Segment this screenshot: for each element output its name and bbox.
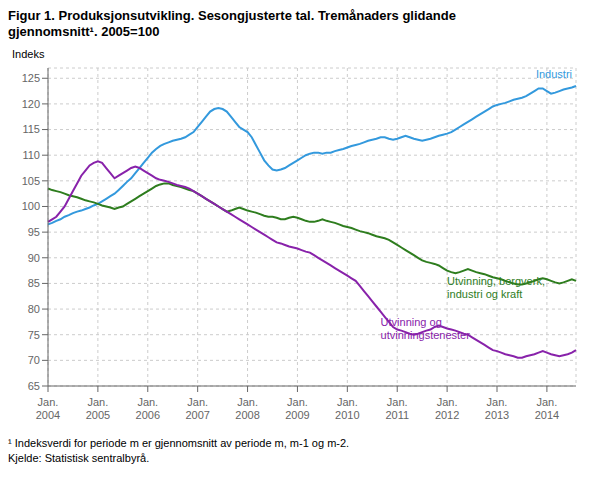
svg-text:Jan.2012: Jan.2012 <box>435 396 459 421</box>
svg-text:Jan.2011: Jan.2011 <box>385 396 409 421</box>
svg-text:Jan.2004: Jan.2004 <box>36 396 60 421</box>
svg-text:85: 85 <box>28 277 40 289</box>
svg-text:120: 120 <box>22 98 40 110</box>
svg-text:Jan.2008: Jan.2008 <box>235 396 259 421</box>
html-text:gjennomsnitt¹. 2005=100: gjennomsnitt¹. 2005=100 <box>8 24 160 39</box>
svg-text:100: 100 <box>22 200 40 212</box>
svg-text:Jan.2007: Jan.2007 <box>185 396 209 421</box>
svg-text:75: 75 <box>28 329 40 341</box>
html-text:Figur 1. Produksjonsutvikling.: Figur 1. Produksjonsutvikling. Sesongjus… <box>8 8 456 23</box>
svg-text:Jan.2014: Jan.2014 <box>535 396 559 421</box>
svg-text:Jan.2010: Jan.2010 <box>335 396 359 421</box>
html-text:Indeks: Indeks <box>12 48 45 60</box>
svg-text:Industri: Industri <box>536 68 572 80</box>
html-text:¹ Indeksverdi for periode m er: ¹ Indeksverdi for periode m er gjennomsn… <box>8 437 350 449</box>
svg-text:115: 115 <box>22 123 40 135</box>
svg-text:Jan.2009: Jan.2009 <box>285 396 309 421</box>
html-text:Kjelde: Statistisk sentralbyrå: Kjelde: Statistisk sentralbyrå. <box>8 452 150 464</box>
svg-text:Jan.2006: Jan.2006 <box>136 396 160 421</box>
svg-text:Jan.2005: Jan.2005 <box>86 396 110 421</box>
svg-text:105: 105 <box>22 175 40 187</box>
svg-text:80: 80 <box>28 303 40 315</box>
svg-text:65: 65 <box>28 380 40 392</box>
svg-text:Jan.2013: Jan.2013 <box>485 396 509 421</box>
svg-text:90: 90 <box>28 252 40 264</box>
svg-text:Utvinning, bergverk,industri o: Utvinning, bergverk,industri og kraft <box>447 275 545 300</box>
svg-text:125: 125 <box>22 72 40 84</box>
svg-text:110: 110 <box>22 149 40 161</box>
svg-text:Utvinning ogutvinningstenester: Utvinning ogutvinningstenester <box>381 316 471 341</box>
svg-text:70: 70 <box>28 354 40 366</box>
svg-text:95: 95 <box>28 226 40 238</box>
